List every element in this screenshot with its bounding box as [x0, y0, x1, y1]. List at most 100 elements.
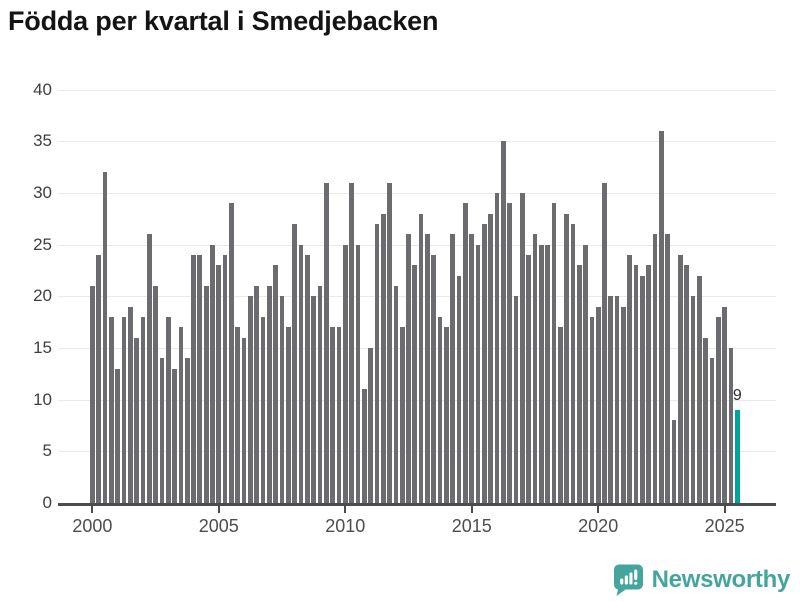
bar-2023-q3[interactable] [684, 265, 690, 503]
bar-2018-q3[interactable] [557, 327, 563, 503]
bar-2012-q1[interactable] [393, 285, 399, 503]
bar-2014-q4[interactable] [463, 203, 468, 503]
bar-2014-q1[interactable] [444, 327, 449, 503]
bar-2020-q3[interactable] [608, 296, 614, 503]
newsworthy-branding[interactable]: Newsworthy [612, 563, 790, 596]
bar-2015-q1[interactable] [469, 234, 475, 503]
bar-2022-q3[interactable] [659, 130, 664, 503]
bar-2009-q2[interactable] [323, 182, 329, 503]
bar-2004-q4[interactable] [210, 244, 215, 503]
bar-2015-q2[interactable] [475, 244, 481, 503]
bar-2020-q2[interactable] [602, 182, 607, 503]
bar-2024-q2[interactable] [703, 337, 709, 503]
bar-2000-q3[interactable] [102, 172, 108, 503]
bar-2018-q2[interactable] [551, 203, 557, 503]
bar-2021-q2[interactable] [627, 254, 633, 503]
bar-2009-q3[interactable] [330, 327, 335, 503]
bar-2020-q4[interactable] [614, 296, 620, 503]
bar-2024-q3[interactable] [709, 358, 715, 503]
bar-2005-q3[interactable] [229, 203, 234, 503]
bar-2005-q4[interactable] [235, 327, 241, 503]
bar-2016-q1[interactable] [494, 192, 500, 503]
bar-2019-q2[interactable] [576, 265, 582, 503]
bar-2021-q1[interactable] [621, 306, 626, 503]
bar-2007-q3[interactable] [279, 296, 285, 503]
bar-2007-q2[interactable] [273, 265, 279, 503]
bar-2010-q1[interactable] [342, 244, 348, 503]
bar-2010-q4[interactable] [361, 389, 367, 503]
bar-2010-q2[interactable] [349, 182, 354, 503]
bar-2023-q4[interactable] [690, 296, 696, 503]
bar-2014-q2[interactable] [450, 234, 456, 503]
bar-2000-q4[interactable] [108, 316, 114, 503]
bar-2002-q3[interactable] [153, 285, 158, 503]
bar-2008-q3[interactable] [304, 254, 310, 503]
bar-2011-q2[interactable] [374, 223, 380, 503]
bar-2006-q1[interactable] [241, 337, 247, 503]
bar-2016-q4[interactable] [513, 296, 519, 503]
bar-2016-q3[interactable] [507, 203, 512, 503]
bar-2013-q1[interactable] [418, 213, 424, 503]
bar-2008-q1[interactable] [292, 223, 298, 503]
bar-2003-q2[interactable] [172, 368, 177, 503]
bar-2025-q3-highlighted[interactable] [734, 409, 740, 503]
bar-2011-q4[interactable] [387, 182, 392, 503]
bar-2011-q3[interactable] [380, 213, 386, 503]
bar-2020-q1[interactable] [595, 306, 601, 503]
bar-2006-q2[interactable] [248, 296, 253, 503]
bar-2024-q1[interactable] [697, 275, 702, 503]
bar-2004-q1[interactable] [191, 254, 196, 503]
bar-2023-q2[interactable] [678, 254, 683, 503]
bar-2021-q3[interactable] [633, 265, 639, 503]
bar-2009-q1[interactable] [317, 285, 323, 503]
bar-2002-q4[interactable] [159, 358, 165, 503]
bar-2019-q3[interactable] [583, 244, 588, 503]
bar-2013-q3[interactable] [431, 254, 437, 503]
bar-2006-q3[interactable] [254, 285, 260, 503]
bar-2017-q1[interactable] [519, 192, 525, 503]
bar-2009-q4[interactable] [336, 327, 342, 503]
bar-2005-q2[interactable] [222, 254, 228, 503]
bar-2002-q1[interactable] [140, 316, 146, 503]
bar-2011-q1[interactable] [368, 347, 373, 503]
bar-2017-q3[interactable] [532, 234, 538, 503]
bar-2017-q4[interactable] [538, 244, 544, 503]
bar-2012-q4[interactable] [412, 265, 418, 503]
bar-2005-q1[interactable] [216, 265, 222, 503]
bar-2022-q4[interactable] [665, 234, 671, 503]
bar-2019-q4[interactable] [589, 316, 595, 503]
bar-2004-q2[interactable] [197, 254, 203, 503]
bar-2018-q4[interactable] [564, 213, 569, 503]
bar-2007-q4[interactable] [286, 327, 291, 503]
bar-2003-q4[interactable] [184, 358, 190, 503]
bar-2025-q2[interactable] [728, 347, 734, 503]
bar-2001-q4[interactable] [134, 337, 139, 503]
bar-2002-q2[interactable] [146, 234, 152, 503]
bar-2019-q1[interactable] [570, 223, 576, 503]
bar-2000-q1[interactable] [90, 285, 95, 503]
bar-2004-q3[interactable] [203, 285, 209, 503]
bar-2016-q2[interactable] [500, 141, 506, 503]
bar-2006-q4[interactable] [260, 316, 266, 503]
bar-2017-q2[interactable] [526, 254, 531, 503]
bar-2008-q2[interactable] [298, 244, 304, 503]
bar-2024-q4[interactable] [715, 316, 721, 503]
bar-2022-q2[interactable] [652, 234, 658, 503]
bar-2015-q4[interactable] [488, 213, 494, 503]
bar-2007-q1[interactable] [267, 285, 272, 503]
bar-2001-q2[interactable] [121, 316, 127, 503]
bar-2003-q3[interactable] [178, 327, 184, 503]
bar-2021-q4[interactable] [640, 275, 645, 503]
bar-2014-q3[interactable] [456, 275, 462, 503]
bar-2008-q4[interactable] [311, 296, 316, 503]
bar-2001-q3[interactable] [127, 306, 133, 503]
bar-2010-q3[interactable] [355, 244, 361, 503]
bar-2013-q4[interactable] [437, 316, 443, 503]
bar-2013-q2[interactable] [425, 234, 430, 503]
bar-2022-q1[interactable] [646, 265, 652, 503]
bar-2003-q1[interactable] [165, 316, 171, 503]
bar-2018-q1[interactable] [545, 244, 550, 503]
bar-2012-q3[interactable] [406, 234, 411, 503]
bar-2001-q1[interactable] [115, 368, 120, 503]
bar-2023-q1[interactable] [671, 420, 677, 503]
